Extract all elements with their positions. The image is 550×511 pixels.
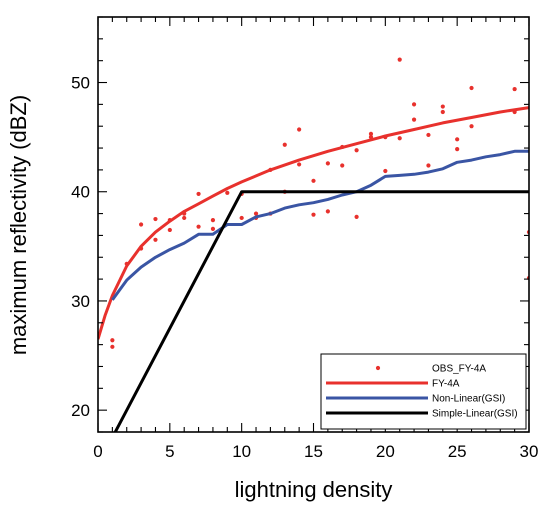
- legend-item: Non-Linear(GSI): [326, 394, 505, 405]
- obs-point: [469, 124, 474, 129]
- legend-label: OBS_FY-4A: [432, 364, 486, 375]
- x-tick-label: 0: [93, 442, 102, 461]
- x-tick-label: 10: [232, 442, 251, 461]
- obs-point: [253, 211, 259, 216]
- obs-point: [225, 190, 230, 195]
- legend-label: Non-Linear(GSI): [432, 394, 505, 405]
- y-tick-label: 30: [71, 292, 90, 311]
- obs-point: [411, 117, 417, 122]
- series-line-fy-4a: [98, 106, 529, 340]
- ticks-layer: 0 5 10 15 20 25 30 20 30 40 50: [71, 16, 539, 461]
- obs-point: [196, 224, 201, 229]
- obs-point: [455, 147, 460, 152]
- obs-point: [383, 168, 388, 174]
- obs-point: [167, 227, 172, 233]
- obs-point: [469, 85, 474, 91]
- y-tick-label: 50: [71, 74, 90, 93]
- obs-point: [153, 237, 158, 242]
- obs-point: [110, 338, 115, 343]
- legend-label: Simple-Linear(GSI): [432, 409, 518, 420]
- y-tick-label: 20: [71, 401, 90, 420]
- obs-point: [297, 162, 302, 167]
- series-obs-fy-4a: [110, 57, 529, 349]
- legend: OBS_FY-4A FY-4A Non-Linear(GSI) Simple-Line…: [320, 353, 527, 430]
- legend-marker: [375, 365, 381, 371]
- x-tick-label: 5: [165, 442, 174, 461]
- x-tick-label: 15: [304, 442, 323, 461]
- legend-item: FY-4A: [326, 379, 460, 390]
- obs-point: [210, 218, 216, 223]
- obs-point: [340, 163, 345, 168]
- obs-point: [311, 212, 316, 217]
- obs-point: [411, 102, 417, 107]
- obs-point: [110, 344, 115, 349]
- obs-point: [210, 226, 216, 231]
- series-line-simple-linear-gsi: [113, 190, 529, 432]
- obs-point: [182, 215, 187, 221]
- obs-point: [325, 161, 330, 166]
- obs-point: [196, 191, 201, 197]
- obs-point: [282, 142, 287, 147]
- obs-point: [455, 137, 460, 142]
- obs-point: [139, 222, 144, 227]
- obs-point: [512, 86, 517, 92]
- series-line-non-linear-gsi: [111, 149, 529, 301]
- obs-point: [297, 127, 302, 132]
- x-tick-label: 25: [448, 442, 467, 461]
- obs-point: [440, 109, 445, 115]
- obs-point: [354, 214, 359, 219]
- x-axis-title: lightning density: [235, 477, 393, 502]
- legend-item: OBS_FY-4A: [375, 364, 486, 375]
- obs-point: [153, 216, 158, 222]
- obs-point: [325, 209, 330, 214]
- obs-point: [397, 57, 402, 62]
- obs-point: [426, 163, 431, 168]
- x-tick-label: 20: [376, 442, 395, 461]
- obs-point: [397, 136, 402, 141]
- obs-point: [354, 148, 359, 153]
- legend-box: [320, 353, 527, 430]
- obs-point: [426, 132, 431, 138]
- x-tick-label: 30: [520, 442, 539, 461]
- obs-point: [311, 178, 316, 183]
- obs-point: [239, 215, 244, 221]
- obs-point: [440, 104, 445, 109]
- legend-item: Simple-Linear(GSI): [326, 409, 518, 420]
- y-tick-label: 40: [71, 183, 90, 202]
- series-layer: [98, 57, 529, 432]
- y-axis-title: maximum reflectivity (dBZ): [6, 95, 31, 355]
- legend-label: FY-4A: [432, 379, 460, 390]
- obs-point: [368, 131, 374, 136]
